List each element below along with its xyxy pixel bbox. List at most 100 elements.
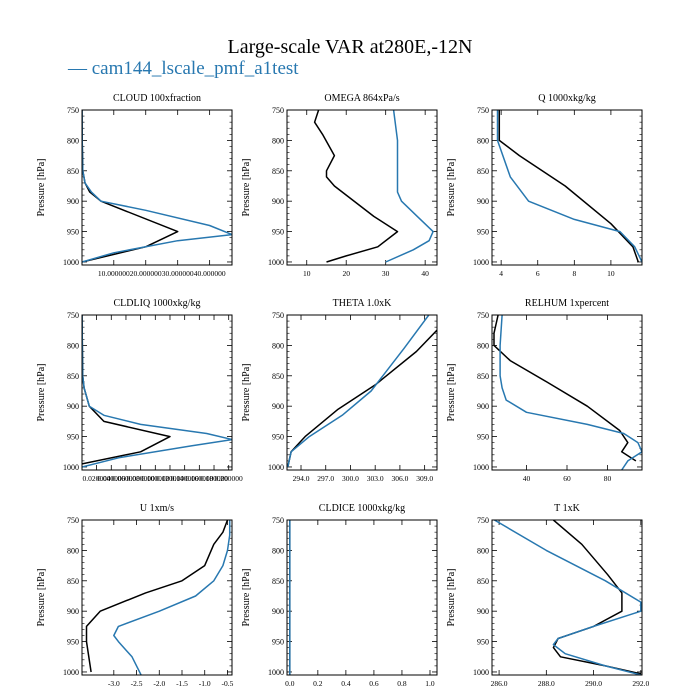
chart-title: THETA 1.0xK <box>333 298 392 309</box>
chart-title: RELHUM 1xpercent <box>525 298 609 309</box>
plot-frame <box>81 109 233 266</box>
series-line-black <box>493 315 637 462</box>
x-tick-label: 309.0 <box>416 474 433 483</box>
x-tick-label: 0.140000 <box>171 474 199 483</box>
x-tick-label: 0.2 <box>313 679 323 688</box>
y-tick-label: 1000 <box>473 258 489 267</box>
x-tick-label: 306.0 <box>391 474 408 483</box>
x-tick-label: 294.0 <box>293 474 310 483</box>
y-tick-label: 950 <box>272 228 284 237</box>
y-tick-label: 850 <box>477 372 489 381</box>
y-tick-label: 900 <box>272 197 284 206</box>
chart-panel-3: Q 1000xkg/kg Pressure [hPa] 750 800 850 900 95… <box>446 93 643 278</box>
y-tick-label: 850 <box>477 167 489 176</box>
y-axis-label: Pressure [hPa] <box>241 363 252 421</box>
x-tick-label: 0.0 <box>285 679 295 688</box>
x-tick-label: 0.040000 <box>97 474 125 483</box>
series-line-blue <box>496 110 642 263</box>
series-line-blue <box>113 520 231 675</box>
series-line-black <box>82 315 171 465</box>
series-line-blue <box>385 110 434 263</box>
legend: — cam144_lscale_pmf_a1test <box>68 58 299 80</box>
series-line-black <box>552 520 641 675</box>
x-tick-label: -1.0 <box>199 679 211 688</box>
y-tick-label: 750 <box>477 106 489 115</box>
y-tick-label: 900 <box>272 402 284 411</box>
x-tick-label: 300.0 <box>342 474 359 483</box>
y-tick-label: 800 <box>477 341 489 350</box>
x-tick-label: 0.100000 <box>141 474 169 483</box>
series-line-blue <box>287 315 430 468</box>
y-tick-label: 750 <box>67 516 79 525</box>
x-tick-label: 80 <box>604 474 612 483</box>
y-axis-label: Pressure [hPa] <box>241 568 252 626</box>
series-line-black <box>82 110 179 263</box>
y-tick-label: 800 <box>67 546 79 555</box>
y-tick-label: 750 <box>272 311 284 320</box>
x-tick-label: 0.4 <box>341 679 351 688</box>
y-tick-label: 950 <box>477 228 489 237</box>
y-axis-label: Pressure [hPa] <box>36 568 47 626</box>
y-tick-label: 750 <box>477 311 489 320</box>
figure-title: Large-scale VAR at280E,-12N <box>227 36 473 58</box>
x-tick-label: 10 <box>303 269 311 278</box>
y-tick-label: 950 <box>477 433 489 442</box>
y-tick-label: 950 <box>272 433 284 442</box>
x-tick-label: 288.0 <box>538 679 555 688</box>
x-tick-label: 20.000000 <box>130 269 162 278</box>
chart-panel-2: OMEGA 864xPa/s Pressure [hPa] 750 800 850 900… <box>241 93 438 278</box>
chart-panel-8: CLDICE 1000xkg/kg Pressure [hPa] 750 800 850… <box>241 503 438 688</box>
legend-label: cam144_lscale_pmf_a1test <box>91 58 299 79</box>
y-tick-label: 900 <box>67 197 79 206</box>
chart-panel-4: CLDLIQ 1000xkg/kg Pressure [hPa] 750 800 850… <box>36 298 243 483</box>
y-tick-label: 1000 <box>63 258 79 267</box>
x-tick-label: 40 <box>421 269 429 278</box>
chart-title: CLOUD 100xfraction <box>113 93 201 104</box>
series-line-blue <box>499 315 642 470</box>
plot-frame <box>491 109 643 266</box>
x-tick-label: 0.080000 <box>127 474 155 483</box>
chart-panel-7: U 1xm/s Pressure [hPa] 750 800 850 900 950 1000… <box>36 503 234 688</box>
y-tick-label: 750 <box>272 516 284 525</box>
x-tick-label: 0.120000 <box>156 474 184 483</box>
y-tick-label: 850 <box>67 577 79 586</box>
y-axis-label: Pressure [hPa] <box>446 568 457 626</box>
y-tick-label: 850 <box>67 167 79 176</box>
series-line-blue <box>82 315 232 468</box>
chart-panel-1: CLOUD 100xfraction Pressure [hPa] 750 800 85… <box>36 93 233 278</box>
y-tick-label: 800 <box>477 546 489 555</box>
y-axis-label: Pressure [hPa] <box>36 363 47 421</box>
y-axis-label: Pressure [hPa] <box>241 158 252 216</box>
x-tick-label: 30 <box>382 269 390 278</box>
chart-title: T 1xK <box>554 503 580 514</box>
x-tick-label: -2.0 <box>153 679 165 688</box>
plot-frame <box>81 519 233 676</box>
plot-frame <box>286 519 438 676</box>
y-tick-label: 950 <box>67 638 79 647</box>
y-tick-label: 850 <box>272 577 284 586</box>
chart-title: CLDLIQ 1000xkg/kg <box>114 298 201 309</box>
y-tick-label: 900 <box>477 607 489 616</box>
x-tick-label: 0.160000 <box>185 474 213 483</box>
y-tick-label: 750 <box>477 516 489 525</box>
chart-title: CLDICE 1000xkg/kg <box>319 503 405 514</box>
x-tick-label: 303.0 <box>367 474 384 483</box>
y-tick-label: 950 <box>67 228 79 237</box>
plot-frame <box>491 519 643 676</box>
chart-title: Q 1000xkg/kg <box>538 93 596 104</box>
series-line-black <box>498 110 640 263</box>
plot-frame <box>491 314 643 471</box>
chart-panel-5: THETA 1.0xK Pressure [hPa] 750 800 850 900 950… <box>241 298 438 483</box>
x-tick-label: 1.0 <box>425 679 435 688</box>
x-tick-label: 6 <box>536 269 540 278</box>
y-tick-label: 850 <box>272 167 284 176</box>
legend-line-icon: — <box>68 58 87 79</box>
x-tick-label: 0.020000 <box>83 474 111 483</box>
y-tick-label: 1000 <box>63 463 79 472</box>
y-tick-label: 750 <box>67 106 79 115</box>
plot-frame <box>81 314 233 471</box>
y-tick-label: 800 <box>272 136 284 145</box>
y-axis-label: Pressure [hPa] <box>446 158 457 216</box>
series-line-black <box>85 520 229 673</box>
